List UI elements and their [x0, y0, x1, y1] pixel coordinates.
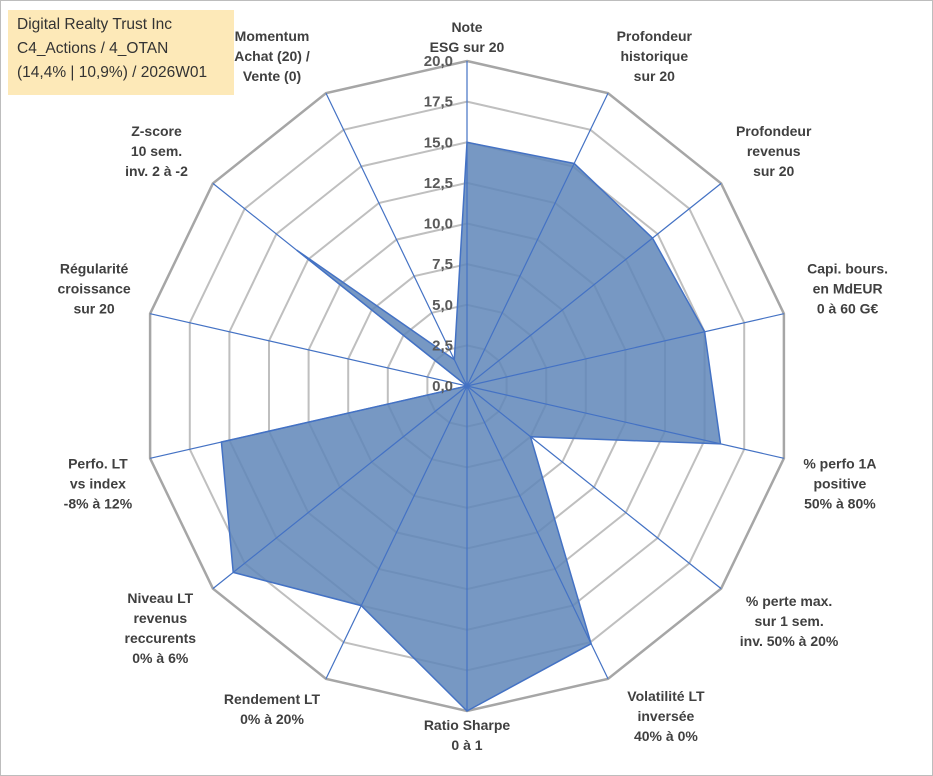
axis-label-line: % perfo 1A — [803, 455, 876, 471]
tick-label: 20,0 — [424, 53, 453, 70]
axis-label-line: inv. 2 à -2 — [125, 163, 188, 179]
tick-label: 15,0 — [424, 134, 453, 151]
axis-label-line: Régularité — [60, 261, 129, 277]
axis-label: Profondeur historique sur 20 — [617, 28, 693, 84]
axis-label: Ratio Sharpe 0 à 1 — [424, 717, 511, 753]
axis-label-line: Capi. bours. — [807, 261, 888, 277]
axis-label-line: 50% à 80% — [804, 495, 876, 511]
axis-label: Momentum Achat (20) / Vente (0) — [234, 28, 310, 84]
axis-spoke — [325, 92, 468, 387]
axis-label-line: 10 sem. — [131, 143, 182, 159]
axis-spoke — [149, 385, 468, 459]
tick-label: 7,5 — [432, 256, 453, 273]
axis-spoke — [466, 385, 722, 590]
axis-spoke — [325, 385, 468, 680]
axis-label-line: 40% à 0% — [634, 728, 698, 744]
axis-label: Capi. bours. en MdEUR 0 à 60 G€ — [807, 261, 888, 317]
axis-label-line: Profondeur — [617, 28, 693, 44]
tick-label: 2,5 — [432, 337, 453, 354]
axis-label-line: reccurents — [125, 630, 197, 646]
axis-label: Profondeur revenus sur 20 — [736, 123, 812, 179]
axis-spoke — [212, 385, 468, 590]
axis-spoke — [212, 182, 468, 387]
axis-label-line: croissance — [58, 281, 131, 297]
axis-label: Rendement LT 0% à 20% — [224, 691, 321, 727]
chart-title-box: Digital Realty Trust Inc C4_Actions / 4_… — [8, 10, 234, 95]
axis-spoke — [149, 313, 468, 387]
axis-label-line: Note — [451, 19, 482, 35]
axis-label-line: inv. 50% à 20% — [740, 633, 839, 649]
axis-label-line: inversée — [637, 708, 694, 724]
tick-label: 12,5 — [424, 175, 453, 192]
radar-spokes — [149, 61, 785, 711]
axis-label-line: % perte max. — [746, 593, 832, 609]
axis-label-line: Momentum — [235, 28, 310, 44]
tick-label: 10,0 — [424, 216, 453, 233]
axis-label-line: Niveau LT — [127, 590, 193, 606]
axis-spoke — [466, 182, 722, 387]
axis-label-line: Ratio Sharpe — [424, 717, 511, 733]
axis-label-line: positive — [813, 475, 866, 491]
axis-label-line: 0 à 1 — [451, 737, 482, 753]
axis-label-line: Z-score — [131, 123, 182, 139]
axis-label: Niveau LT revenus reccurents 0% à 6% — [125, 590, 197, 666]
axis-label-line: Achat (20) / — [234, 48, 310, 64]
axis-label-line: 0% à 6% — [132, 650, 189, 666]
radar-ticks: 0,0 2,5 5,0 7,5 10,0 12,5 15,0 17,5 20,0 — [424, 53, 453, 395]
axis-label-line: 0 à 60 G€ — [817, 301, 879, 317]
axis-label-line: revenus — [747, 143, 801, 159]
axis-label-line: Rendement LT — [224, 691, 321, 707]
axis-label: Régularité croissance sur 20 — [58, 261, 131, 317]
title-company-name: Digital Realty Trust Inc — [17, 16, 173, 33]
axis-spoke — [466, 385, 609, 680]
axis-label-line: sur 20 — [73, 301, 114, 317]
axis-label-line: Perfo. LT — [68, 455, 128, 471]
axis-label-line: ESG sur 20 — [430, 39, 505, 55]
axis-label-line: sur 20 — [753, 163, 794, 179]
axis-label-line: vs index — [70, 475, 126, 491]
axis-spoke — [466, 385, 785, 459]
axis-label-line: sur 20 — [634, 68, 675, 84]
axis-label-line: sur 1 sem. — [754, 613, 823, 629]
axis-spoke — [466, 313, 785, 387]
axis-label-line: Vente (0) — [243, 68, 301, 84]
axis-spoke — [466, 92, 609, 387]
axis-label: % perte max. sur 1 sem. inv. 50% à 20% — [740, 593, 839, 649]
axis-label-line: 0% à 20% — [240, 711, 304, 727]
radar-axis-labels: Note ESG sur 20 Profondeur historique sur 20… — [58, 19, 889, 753]
axis-label: Perfo. LT vs index -8% à 12% — [64, 455, 133, 511]
axis-label-line: -8% à 12% — [64, 495, 133, 511]
tick-label: 17,5 — [424, 94, 453, 111]
axis-label-line: Volatilité LT — [627, 688, 705, 704]
tick-label: 5,0 — [432, 297, 453, 314]
axis-label-line: revenus — [133, 610, 187, 626]
axis-label: Note ESG sur 20 — [430, 19, 505, 55]
axis-label: Z-score 10 sem. inv. 2 à -2 — [125, 123, 188, 179]
tick-label: 0,0 — [432, 378, 453, 395]
axis-label: Volatilité LT inversée 40% à 0% — [627, 688, 705, 744]
title-category: C4_Actions / 4_OTAN — [17, 40, 169, 57]
title-performance: (14,4% | 10,9%) / 2026W01 — [17, 64, 208, 81]
axis-label: % perfo 1A positive 50% à 80% — [803, 455, 876, 511]
axis-label-line: Profondeur — [736, 123, 812, 139]
axis-label-line: en MdEUR — [813, 281, 883, 297]
axis-label-line: historique — [620, 48, 688, 64]
